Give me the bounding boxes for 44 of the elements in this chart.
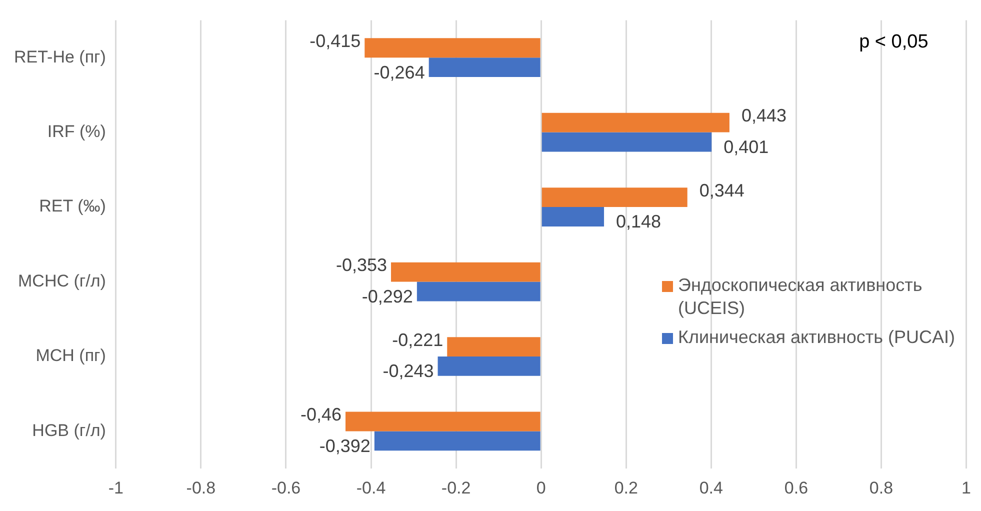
bar	[416, 282, 540, 302]
y-tick-label: MCH (пг)	[36, 346, 106, 366]
y-tick-label: IRF (%)	[47, 122, 106, 141]
y-tick-label: RET (‰)	[39, 196, 106, 216]
data-label: -0,46	[300, 404, 342, 424]
bar	[438, 356, 540, 376]
x-tick-label: 0.8	[869, 478, 894, 498]
x-tick-label: -0.2	[441, 478, 471, 498]
y-tick-label: HGB (г/л)	[32, 420, 106, 440]
data-label: 0,443	[741, 106, 786, 126]
legend-label: Клиническая активность (PUCAI)	[678, 326, 955, 349]
data-label: 0,344	[699, 180, 744, 200]
annotation: p < 0,05	[859, 31, 928, 52]
data-label: -0,264	[374, 62, 425, 82]
x-tick-label: -0.4	[356, 478, 386, 498]
bar	[542, 112, 730, 132]
x-tick-label: 0.6	[784, 478, 808, 498]
data-label: -0,392	[319, 436, 370, 456]
x-tick-label: -0.8	[186, 478, 216, 498]
y-tick-label: MCHC (г/л)	[18, 271, 106, 290]
x-tick-label: 1	[962, 478, 972, 498]
data-label: -0,415	[310, 30, 361, 51]
data-label: -0,292	[362, 286, 413, 306]
data-label: 0,148	[616, 212, 662, 232]
x-tick-label: 0	[536, 478, 546, 498]
bar	[346, 412, 540, 432]
data-label: 0,401	[724, 136, 769, 157]
x-tick-label: -1	[108, 478, 124, 498]
data-label: -0,221	[392, 330, 444, 350]
bar	[542, 132, 712, 152]
bar	[364, 38, 540, 58]
bar	[391, 262, 540, 282]
bar	[542, 207, 604, 226]
legend-label: Эндоскопическая активность (UCEIS)	[678, 274, 924, 320]
bar	[447, 337, 540, 356]
x-tick-label: 0.2	[614, 478, 638, 498]
y-tick-label: RET-He (пг)	[14, 47, 106, 66]
bar	[542, 188, 688, 208]
bar	[428, 58, 540, 77]
bar	[374, 431, 540, 451]
x-tick-label: 0.4	[699, 478, 723, 498]
x-tick-label: -0.6	[271, 478, 301, 498]
data-label: -0,353	[336, 255, 387, 276]
data-label: -0,243	[382, 361, 434, 382]
